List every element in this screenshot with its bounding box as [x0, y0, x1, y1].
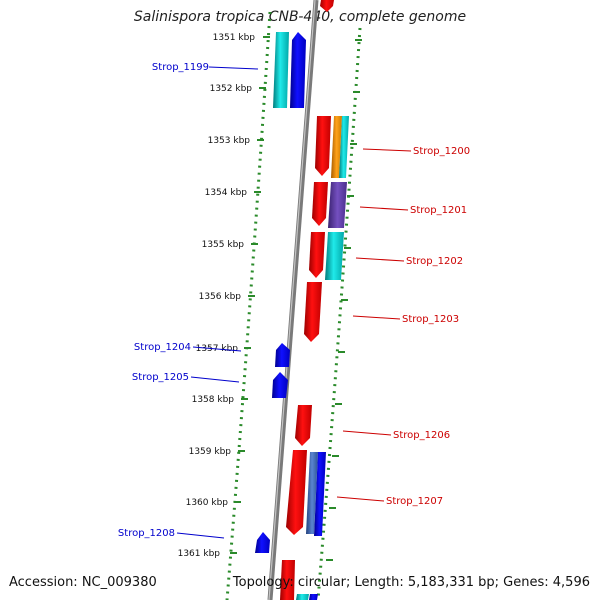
gene-cyan-1202: [325, 232, 344, 280]
gene-strop-1201: [312, 182, 328, 226]
gene-blue-1207: [314, 452, 326, 536]
gene-red-bottom-fragment: [280, 560, 295, 600]
label-strop-1201[interactable]: Strop_1201: [410, 205, 467, 216]
label-strop-1205[interactable]: Strop_1205: [132, 372, 189, 383]
label-strop-1200[interactable]: Strop_1200: [413, 146, 470, 157]
label-strop-1204[interactable]: Strop_1204: [134, 342, 191, 353]
kbp-label-1359: 1359 kbp: [189, 447, 232, 457]
label-strop-1206[interactable]: Strop_1206: [393, 430, 450, 441]
leader-strop-1205: [190, 376, 240, 383]
gene-strop-1208: [255, 532, 270, 553]
gene-strop-1200: [315, 116, 331, 176]
leader-strop-1203: [352, 315, 401, 320]
map-title: Salinispora tropica CNB-440, complete ge…: [133, 9, 467, 25]
kbp-label-1356: 1356 kbp: [199, 292, 242, 302]
leader-strop-1207: [336, 496, 385, 502]
leader-strop-1201: [359, 206, 409, 211]
gene-steel-1207: [306, 452, 318, 534]
gene-strop-1207: [286, 450, 307, 535]
label-strop-1202[interactable]: Strop_1202: [406, 256, 463, 267]
gene-purple-1201: [328, 182, 347, 228]
gene-strop-1199: [290, 32, 306, 108]
gene-strop-1206: [295, 405, 312, 446]
label-strop-1208[interactable]: Strop_1208: [118, 528, 175, 539]
kbp-label-1355: 1355 kbp: [202, 240, 245, 250]
leader-strop-1208: [176, 532, 225, 539]
kbp-tick-labels: 1351 kbp 1352 kbp 1353 kbp 1354 kbp 1355…: [178, 33, 256, 559]
kbp-label-1361: 1361 kbp: [178, 549, 221, 559]
gene-cyan-1200: [339, 116, 349, 178]
label-strop-1207[interactable]: Strop_1207: [386, 496, 443, 507]
leader-strop-1200: [362, 148, 412, 152]
leader-strop-1199: [208, 66, 259, 70]
gene-blue-bottom-fragment: [309, 594, 318, 600]
kbp-label-1352: 1352 kbp: [210, 84, 253, 94]
gene-strop-1203: [304, 282, 322, 342]
gene-strop-1205: [272, 372, 288, 398]
leader-strop-1206: [342, 430, 392, 436]
genome-backbone: [267, 0, 319, 600]
gene-cyan-1199-a: [273, 32, 289, 108]
gene-cyan-bottom-fragment: [296, 594, 309, 600]
kbp-label-1351: 1351 kbp: [213, 33, 256, 43]
kbp-label-1354: 1354 kbp: [205, 188, 248, 198]
gene-strop-1202: [309, 232, 325, 278]
kbp-label-1353: 1353 kbp: [208, 136, 251, 146]
label-leaders: [176, 66, 412, 539]
left-ruler: [225, 11, 272, 600]
label-strop-1199[interactable]: Strop_1199: [152, 62, 209, 73]
kbp-label-1358: 1358 kbp: [192, 395, 235, 405]
right-ruler: [316, 27, 362, 600]
genome-backbone-highlight: [268, 0, 316, 600]
genome-summary-text: Topology: circular; Length: 5,183,331 bp…: [232, 575, 590, 590]
gene-red-top-fragment: [320, 0, 334, 12]
accession-text: Accession: NC_009380: [9, 575, 157, 590]
leader-strop-1204: [192, 346, 242, 352]
leader-strop-1202: [355, 257, 405, 262]
gene-strop-1204: [275, 343, 290, 367]
kbp-label-1360: 1360 kbp: [186, 498, 229, 508]
label-strop-1203[interactable]: Strop_1203: [402, 314, 459, 325]
gene-labels: Strop_1199 Strop_1200 Strop_1201 Strop_1…: [118, 62, 470, 539]
ruler-tick-marks: [230, 36, 362, 561]
gene-orange-1200: [331, 116, 342, 178]
